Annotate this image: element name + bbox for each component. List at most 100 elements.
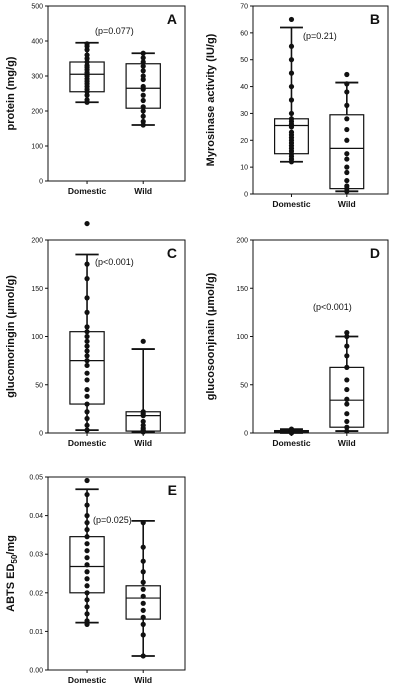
data-point [140,593,146,599]
box-wild [329,330,365,434]
chart-panel-d: 0 50 100 150 200 Domestic Wild D (p<0.001) glucos… [205,238,389,448]
data-point [288,57,295,63]
data-point [140,97,146,104]
data-point [344,386,350,393]
data-point [344,126,350,133]
box-wild [329,71,365,194]
y-tick-label: 40 [240,84,248,91]
y-axis-label: ABTS ED50/mg [5,535,19,612]
data-point [344,169,350,176]
data-point [288,16,295,23]
data-point [140,83,146,90]
p-value-annotation: (p=0.21) [303,31,337,41]
data-point [344,353,350,359]
data-point [344,156,350,162]
data-point [84,415,90,422]
y-tick-label: 200 [236,238,248,245]
y-axis-label: protein (mg/g) [5,56,17,130]
data-point [344,151,350,157]
data-point [84,386,90,393]
data-point [140,59,146,65]
data-point [288,97,295,103]
category-label: Domestic [68,186,107,196]
data-point [84,401,90,407]
data-point [84,362,90,369]
data-point [140,50,146,56]
data-point [344,89,350,95]
data-point [344,377,350,383]
data-point [140,632,146,638]
data-point [84,333,90,340]
data-point [84,393,90,399]
data-point [84,618,90,624]
data-point [344,424,350,430]
plot-frame [252,5,389,195]
y-tick-label: 150 [31,286,43,293]
y-tick-label: 0 [39,179,43,186]
y-tick-label: 20 [240,138,248,145]
data-point [84,427,90,433]
box-domestic [69,220,105,433]
chart-panel-b: 0 10 20 30 40 50 60 70 Domestic Wild B (p=0.21) Myro… [205,4,389,209]
y-tick-label: 50 [35,382,43,389]
data-point [288,110,295,117]
y-tick-label: 200 [31,109,43,116]
y-tick-label: 100 [31,144,43,151]
data-point [84,329,90,335]
data-point [84,502,90,508]
y-tick-label: 400 [31,39,43,46]
plot-frame [252,239,389,434]
y-tick-label: 70 [240,4,248,11]
data-point [84,353,90,359]
data-point [84,309,90,315]
data-point [84,324,90,330]
plot-frame [47,5,186,182]
data-point [140,338,146,344]
p-value-annotation: (p<0.001) [95,257,134,267]
data-point [84,477,90,484]
category-label: Wild [134,675,152,685]
y-tick-label: 0.05 [29,475,43,482]
data-point [344,116,350,122]
panel-label: A [167,11,177,27]
data-point [84,548,90,554]
y-tick-label: 150 [236,286,248,293]
data-point [344,396,350,402]
data-point [344,411,350,417]
data-point [288,43,295,49]
box-wild [125,50,161,128]
data-point [84,534,90,540]
data-point [140,607,146,613]
category-label: Wild [338,199,356,209]
category-label: Domestic [272,199,311,209]
data-point [288,116,295,122]
data-point [84,220,90,227]
data-point [84,520,90,526]
data-point [288,129,295,135]
data-point [84,358,90,364]
data-point [84,261,90,267]
data-point [344,343,350,349]
data-point [140,108,146,114]
data-point [84,41,90,47]
data-point [344,102,350,108]
y-tick-label: 100 [31,334,43,341]
chart-panel-e: 0.00 0.01 0.02 0.03 0.04 0.05 Domestic Wild E (p=… [5,475,186,685]
panel-label: E [168,482,177,498]
box-domestic [274,16,309,165]
chart-panel-c: 0 50 100 150 200 Domestic Wild C (p<0.001) glucom… [5,220,186,448]
data-point [84,576,90,582]
y-tick-label: 100 [236,334,248,341]
y-tick-label: 500 [31,4,43,11]
data-point [344,428,350,434]
category-label: Wild [134,438,152,448]
panel-label: C [167,245,177,261]
data-point [140,558,146,564]
data-point [84,555,90,561]
data-point [84,527,90,533]
category-label: Wild [134,186,152,196]
y-tick-label: 50 [240,382,248,389]
data-point [344,177,350,184]
data-point [84,569,90,575]
data-point [288,83,295,90]
